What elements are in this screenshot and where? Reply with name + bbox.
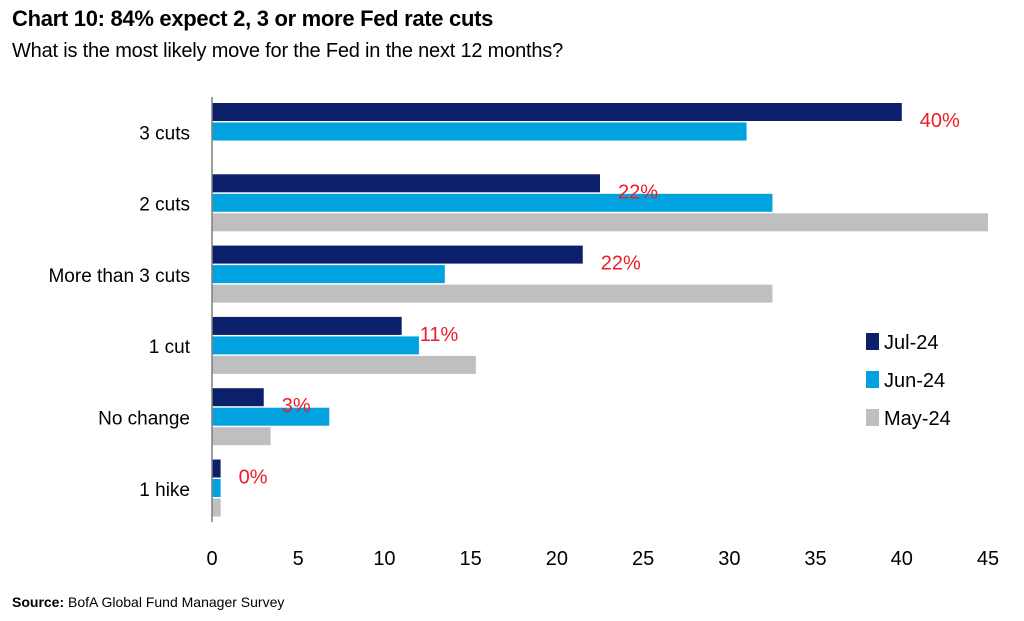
- category-label-1-cut: 1 cut: [149, 337, 191, 358]
- data-label-3-cuts: 40%: [920, 110, 960, 132]
- bar-no-change-may-24: [212, 427, 271, 446]
- bar-1-hike-jul-24: [212, 459, 221, 478]
- source-text: BofA Global Fund Manager Survey: [68, 594, 285, 610]
- source-label: Source:: [12, 594, 65, 610]
- bars-group: [212, 103, 988, 517]
- x-tick-20: 20: [546, 548, 568, 570]
- data-labels: 40% 22% 22% 11% 3% 0%: [239, 110, 960, 489]
- bar-more-than-3-cuts-jun-24: [212, 265, 445, 284]
- data-label-1-hike: 0%: [239, 467, 268, 489]
- bar-2-cuts-jul-24: [212, 174, 600, 193]
- chart-subtitle: What is the most likely move for the Fed…: [12, 40, 563, 62]
- x-tick-35: 35: [804, 548, 826, 570]
- bar-more-than-3-cuts-may-24: [212, 284, 773, 303]
- legend-label-jul-24: Jul-24: [884, 332, 938, 354]
- data-label-more-than-3-cuts: 22%: [601, 253, 641, 275]
- x-tick-15: 15: [460, 548, 482, 570]
- category-label-more-than-3-cuts: More than 3 cuts: [48, 266, 190, 287]
- bar-2-cuts-jun-24: [212, 193, 773, 212]
- bar-1-cut-jul-24: [212, 316, 402, 335]
- legend-label-may-24: May-24: [884, 408, 951, 430]
- data-label-2-cuts: 22%: [618, 181, 658, 203]
- category-label-1-hike: 1 hike: [139, 480, 190, 501]
- bar-3-cuts-jun-24: [212, 122, 747, 141]
- category-labels: 3 cuts 2 cuts More than 3 cuts 1 cut No chan…: [48, 123, 190, 501]
- category-label-no-change: No change: [98, 408, 190, 429]
- x-tick-30: 30: [718, 548, 740, 570]
- source-note: Source: BofA Global Fund Manager Survey: [12, 594, 284, 610]
- bar-1-cut-jun-24: [212, 336, 419, 355]
- bar-1-cut-may-24: [212, 355, 476, 374]
- bar-2-cuts-may-24: [212, 213, 988, 232]
- x-axis-ticks: 0 5 10 15 20 25 30 35 40 45: [206, 548, 999, 570]
- legend-swatch-jul-24: [866, 333, 879, 350]
- legend-swatch-jun-24: [866, 371, 879, 388]
- legend-swatch-may-24: [866, 409, 879, 426]
- x-tick-0: 0: [206, 548, 217, 570]
- bar-more-than-3-cuts-jul-24: [212, 245, 583, 264]
- bar-no-change-jul-24: [212, 388, 264, 407]
- bar-3-cuts-jul-24: [212, 103, 902, 121]
- legend-label-jun-24: Jun-24: [884, 370, 945, 392]
- data-label-1-cut: 11%: [420, 324, 459, 346]
- category-label-3-cuts: 3 cuts: [139, 123, 190, 144]
- category-label-2-cuts: 2 cuts: [139, 195, 190, 216]
- bar-1-hike-may-24: [212, 498, 221, 517]
- bar-no-change-jun-24: [212, 407, 330, 426]
- x-tick-5: 5: [293, 548, 304, 570]
- chart-title: Chart 10: 84% expect 2, 3 or more Fed ra…: [12, 6, 494, 31]
- x-tick-45: 45: [977, 548, 999, 570]
- x-tick-10: 10: [373, 548, 395, 570]
- x-tick-25: 25: [632, 548, 654, 570]
- legend: Jul-24 Jun-24 May-24: [866, 332, 951, 430]
- bar-1-hike-jun-24: [212, 479, 221, 497]
- data-label-no-change: 3%: [282, 395, 311, 417]
- x-tick-40: 40: [891, 548, 913, 570]
